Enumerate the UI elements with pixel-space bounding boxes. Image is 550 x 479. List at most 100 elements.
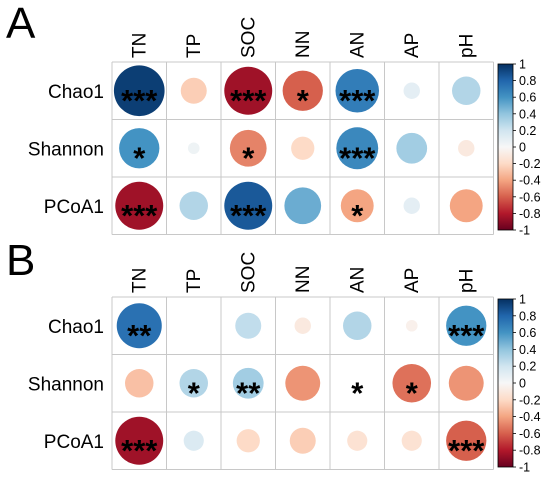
panel-letter: A xyxy=(6,0,36,48)
correlation-circle xyxy=(403,197,420,214)
column-label: SOC xyxy=(238,17,259,58)
correlation-circle xyxy=(232,367,264,399)
significance-label: * xyxy=(133,140,146,175)
colorbar xyxy=(497,298,514,468)
significance-label: ** xyxy=(236,375,261,410)
correlation-circle xyxy=(115,181,164,230)
correlation-circle xyxy=(446,305,487,346)
colorbar-tick-label: -0.6 xyxy=(519,190,541,204)
significance-label: *** xyxy=(230,83,267,118)
column-label: pH xyxy=(456,269,477,293)
column-label: TN xyxy=(129,268,150,293)
correlation-circle xyxy=(282,70,323,111)
colorbar-tick-label: -0.2 xyxy=(519,157,541,171)
column-label: TP xyxy=(184,269,205,293)
column-label: AN xyxy=(347,32,368,58)
correlation-circle xyxy=(224,181,273,230)
correlation-circle xyxy=(284,187,322,225)
correlation-circle xyxy=(340,189,374,223)
significance-label: *** xyxy=(121,433,158,468)
colorbar-tick-label: -1 xyxy=(519,461,530,475)
row-label: Shannon xyxy=(28,139,104,160)
colorbar-tick-label: -0.2 xyxy=(519,393,541,407)
row-label: Chao1 xyxy=(48,317,104,338)
correlation-circle xyxy=(289,427,316,454)
correlation-circle xyxy=(294,317,311,334)
significance-label: *** xyxy=(339,83,376,118)
significance-label: *** xyxy=(230,198,267,233)
correlation-circle xyxy=(180,77,207,104)
colorbar-tick-label: -0.8 xyxy=(519,207,541,221)
colorbar xyxy=(497,63,514,231)
column-label: NN xyxy=(293,266,314,293)
correlation-circle xyxy=(392,363,432,403)
correlation-circle xyxy=(235,312,262,339)
colorbar-tick-label: 0.2 xyxy=(519,124,536,138)
colorbar-tick-label: -0.8 xyxy=(519,444,541,458)
correlation-circle xyxy=(401,430,422,451)
colorbar-tick-label: 1 xyxy=(519,58,526,72)
row-label: PCoA1 xyxy=(44,432,104,453)
significance-label: * xyxy=(351,198,364,233)
column-label: TP xyxy=(184,34,205,58)
significance-label: *** xyxy=(121,198,158,233)
significance-label: * xyxy=(297,83,310,118)
column-label: AP xyxy=(402,33,423,58)
colorbar-tick-label: -0.6 xyxy=(519,427,541,441)
colorbar-tick-label: -1 xyxy=(519,224,530,238)
correlation-circle xyxy=(119,128,160,169)
significance-label: * xyxy=(406,375,419,410)
significance-label: *** xyxy=(339,140,376,175)
colorbar-tick-label: 0.8 xyxy=(519,74,536,88)
panel-letter: B xyxy=(6,236,35,285)
correlation-circle xyxy=(125,369,154,398)
colorbar-tick-label: 0.4 xyxy=(519,343,536,357)
correlation-circle xyxy=(403,82,420,99)
column-label: NN xyxy=(293,31,314,58)
colorbar-tick-label: 0.8 xyxy=(519,309,536,323)
correlation-circle xyxy=(448,365,484,401)
correlation-circle xyxy=(183,430,204,451)
colorbar-tick-label: 0 xyxy=(519,141,526,155)
significance-label: ** xyxy=(127,318,152,353)
significance-label: * xyxy=(188,375,201,410)
colorbar-tick-label: 0.4 xyxy=(519,107,536,121)
row-label: Chao1 xyxy=(48,82,104,103)
row-label: Shannon xyxy=(28,374,104,395)
correlation-circle xyxy=(405,319,418,332)
colorbar-tick-label: 0.6 xyxy=(519,91,536,105)
column-label: TN xyxy=(129,33,150,58)
column-label: SOC xyxy=(238,252,259,293)
correlation-circle xyxy=(187,142,200,155)
significance-label: * xyxy=(351,375,364,410)
correlation-circle xyxy=(452,76,481,105)
correlation-circle xyxy=(347,430,368,451)
colorbar-tick-label: 0 xyxy=(519,377,526,391)
colorbar-tick-label: 0.6 xyxy=(519,326,536,340)
column-label: AP xyxy=(402,268,423,293)
correlation-circle xyxy=(336,127,379,170)
correlation-circle xyxy=(335,69,379,113)
correlation-circle xyxy=(179,369,208,398)
correlation-circle xyxy=(291,136,315,160)
correlation-circle xyxy=(285,365,321,401)
correlation-circle xyxy=(458,140,475,157)
significance-label: *** xyxy=(448,433,485,468)
colorbar-tick-label: 0.2 xyxy=(519,360,536,374)
colorbar-tick-label: -0.4 xyxy=(519,174,541,188)
correlation-circle xyxy=(449,189,483,223)
colorbar-tick-label: -0.4 xyxy=(519,410,541,424)
correlation-circle xyxy=(229,129,267,167)
correlation-circle xyxy=(396,132,428,164)
significance-label: *** xyxy=(121,83,158,118)
correlation-circle xyxy=(179,191,208,220)
colorbar-tick-label: 1 xyxy=(519,293,526,307)
row-label: PCoA1 xyxy=(44,197,104,218)
correlation-circle xyxy=(236,429,260,453)
column-label: pH xyxy=(456,34,477,58)
correlation-circle xyxy=(115,416,164,465)
correlation-circle xyxy=(116,303,162,349)
